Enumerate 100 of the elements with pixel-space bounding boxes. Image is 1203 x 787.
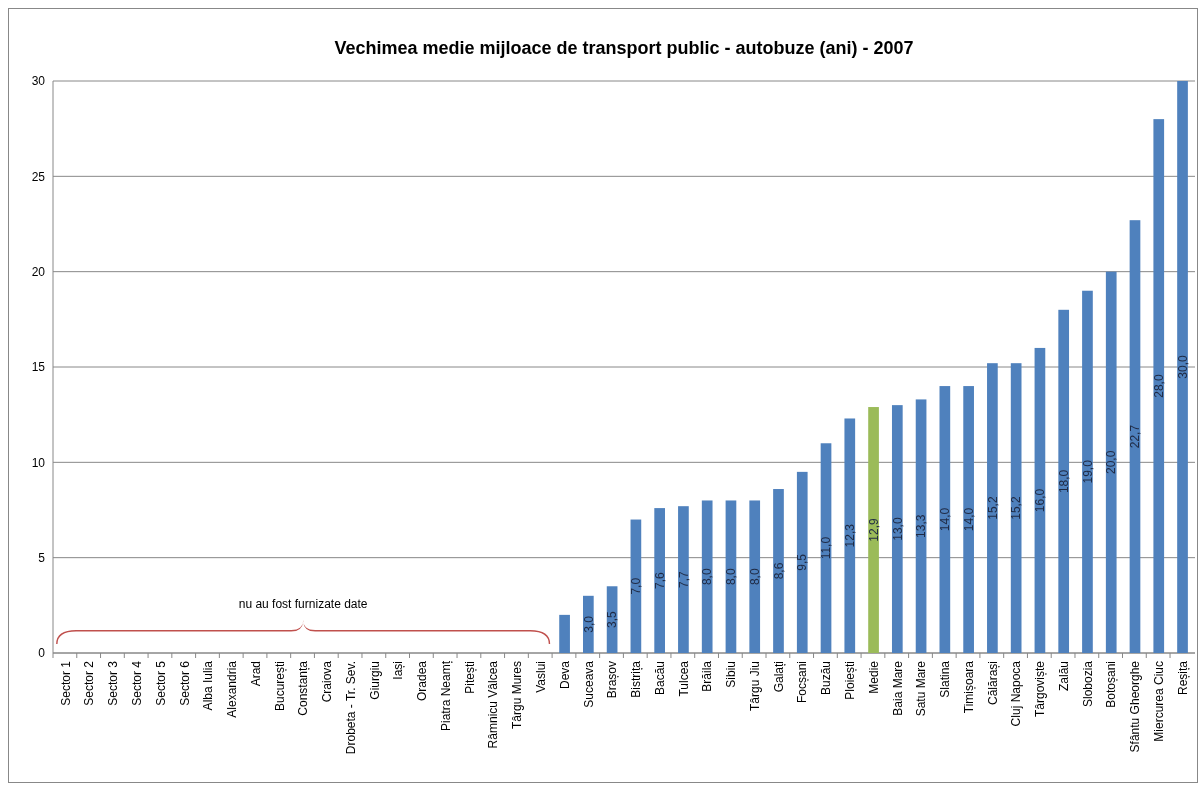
- x-tick-label: Buzău: [819, 661, 834, 696]
- x-tick-label: Satu Mare: [914, 660, 929, 717]
- data-label: 12,3: [842, 523, 857, 548]
- data-label: 18,0: [1056, 469, 1071, 494]
- y-tick-label: 30: [31, 74, 46, 89]
- bar: [701, 500, 713, 653]
- x-tick-label: Alexandria: [225, 660, 240, 718]
- bar: [1058, 309, 1070, 653]
- bar: [1082, 290, 1093, 653]
- data-label: 8,0: [747, 568, 762, 586]
- data-label: 9,5: [795, 553, 810, 571]
- bar: [796, 471, 808, 653]
- annotation: nu au fost furnizate date: [238, 597, 368, 611]
- data-label: 15,2: [985, 496, 1000, 520]
- x-tick-label: Botoșani: [1104, 661, 1119, 708]
- data-label: 19,0: [1080, 459, 1095, 484]
- data-label: 20,0: [1104, 450, 1119, 475]
- y-tick-label: 15: [31, 360, 46, 375]
- x-tick-label: Sector 3: [106, 660, 121, 706]
- y-tick-label: 10: [31, 455, 46, 470]
- x-tick-label: Târgoviște: [1033, 660, 1048, 718]
- x-tick-label: Alba Iulia: [201, 660, 216, 711]
- data-label: 7,7: [676, 570, 691, 588]
- x-tick-label: Zalău: [1056, 661, 1071, 692]
- bar: [939, 386, 951, 653]
- bar: [1034, 347, 1046, 653]
- x-tick-label: Ploiești: [842, 661, 857, 700]
- x-tick-label: Baia Mare: [890, 660, 905, 716]
- x-tick-label: Brașov: [605, 661, 620, 699]
- x-tick-label: Oradea: [415, 660, 430, 702]
- data-label: 28,0: [1151, 374, 1166, 398]
- data-label: 8,0: [700, 568, 715, 586]
- x-tick-label: București: [272, 661, 287, 712]
- data-label: 30,0: [1175, 355, 1190, 379]
- x-tick-label: Reșița: [1175, 660, 1190, 696]
- data-label: 7,0: [629, 577, 644, 595]
- bar: [915, 399, 927, 653]
- bar: [1177, 81, 1188, 653]
- x-tick-label: Giurgiu: [367, 661, 382, 700]
- data-label: 8,0: [724, 568, 739, 586]
- y-tick-label: 5: [38, 550, 46, 565]
- bar: [749, 500, 761, 653]
- x-tick-label: Medie: [866, 660, 881, 694]
- data-label: 14,0: [938, 507, 953, 532]
- y-tick-label: 25: [31, 169, 46, 184]
- x-tick-label: Slatina: [938, 660, 953, 698]
- data-label: 8,6: [771, 562, 786, 580]
- x-tick-label: Suceava: [581, 660, 596, 708]
- bar: [844, 418, 856, 653]
- x-tick-label: Arad: [248, 661, 263, 687]
- x-tick-label: Sector 6: [177, 660, 192, 706]
- x-tick-label: Târgu Mures: [510, 661, 525, 730]
- y-tick-label: 20: [31, 264, 46, 279]
- bar: [678, 506, 689, 653]
- x-tick-label: Iași: [391, 661, 406, 680]
- bar: [654, 508, 665, 653]
- x-tick-label: Focșani: [795, 661, 810, 704]
- data-label: 13,3: [914, 514, 929, 538]
- x-tick-label: Călărași: [985, 661, 1000, 706]
- data-label: 12,9: [866, 518, 881, 542]
- x-tick-label: Miercurea Ciuc: [1151, 661, 1166, 742]
- data-label: 16,0: [1033, 488, 1048, 513]
- x-tick-label: Tulcea: [676, 660, 691, 697]
- bar: [773, 489, 784, 653]
- data-label: 3,5: [605, 610, 620, 628]
- bar: [1105, 271, 1117, 653]
- data-label: 14,0: [961, 507, 976, 532]
- bar: [987, 363, 998, 653]
- x-tick-label: Bistrița: [629, 660, 644, 698]
- x-tick-label: Craiova: [320, 660, 335, 703]
- bar: [1129, 220, 1141, 653]
- bar: [559, 614, 570, 653]
- bar: [1010, 363, 1022, 653]
- x-tick-label: Sector 5: [153, 660, 168, 706]
- chart-title: Vechimea medie mijloace de transport public - autobuze (ani) - 2007: [334, 38, 914, 58]
- x-tick-label: Deva: [557, 660, 572, 690]
- x-tick-label: Sector 2: [82, 660, 97, 706]
- x-tick-label: Cluj Napoca: [1009, 660, 1024, 727]
- x-tick-label: Sector 4: [129, 660, 144, 706]
- x-tick-label: Piatra Neamț: [438, 660, 453, 732]
- x-tick-label: Bacău: [652, 661, 667, 696]
- x-tick-label: Timișoara: [961, 660, 976, 714]
- bar: [891, 405, 903, 653]
- bar: [963, 386, 974, 653]
- data-label: 11,0: [819, 536, 834, 560]
- bar: [868, 407, 879, 653]
- x-tick-label: Sector 1: [58, 660, 73, 706]
- x-tick-label: Constanța: [296, 660, 311, 716]
- x-tick-label: Sibiu: [724, 661, 739, 688]
- data-label: 15,2: [1009, 496, 1024, 520]
- x-tick-label: Drobeta - Tr. Sev.: [343, 661, 358, 755]
- data-label: 7,6: [652, 571, 667, 589]
- x-tick-label: Brăila: [700, 660, 715, 692]
- x-tick-label: Târgu Jiu: [747, 661, 762, 712]
- data-label: 22,7: [1128, 424, 1143, 449]
- x-tick-label: Râmnicu Vâlcea: [486, 660, 501, 749]
- bar: [1153, 119, 1165, 653]
- x-tick-label: Pitești: [462, 661, 477, 694]
- x-tick-label: Galați: [771, 661, 786, 693]
- data-label: 3,0: [581, 615, 596, 633]
